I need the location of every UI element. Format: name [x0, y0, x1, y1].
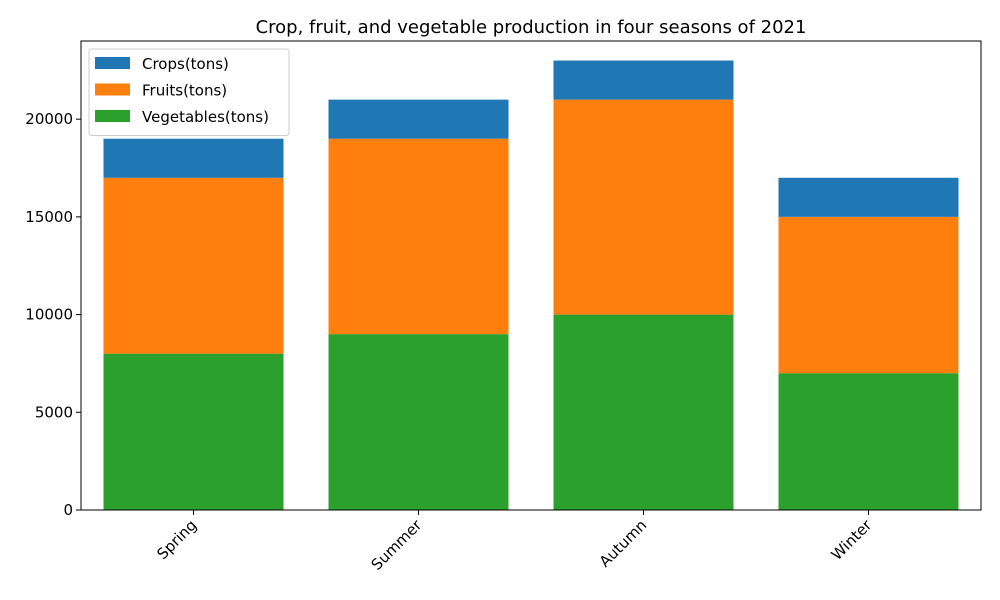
- bar-vegetables-tons-autumn: [553, 314, 734, 510]
- bar-fruits-tons-summer: [328, 138, 509, 335]
- bar-crops-tons-summer: [328, 99, 509, 139]
- y-tick-label: 10000: [25, 306, 73, 324]
- y-tick-label: 5000: [35, 403, 73, 421]
- legend-box: [88, 48, 290, 136]
- bar-fruits-tons-winter: [778, 216, 959, 374]
- bar-fruits-tons-spring: [103, 177, 284, 354]
- x-tick-label: Autumn: [596, 516, 651, 571]
- x-tick-label: Summer: [368, 516, 426, 574]
- legend-label: Crops(tons): [142, 55, 229, 73]
- x-tick-label: Spring: [153, 516, 200, 563]
- bars-layer: [103, 60, 959, 511]
- bar-vegetables-tons-summer: [328, 334, 509, 511]
- y-tick-label: 0: [63, 501, 73, 519]
- y-tick-label: 20000: [25, 110, 73, 128]
- bar-crops-tons-winter: [778, 177, 959, 217]
- legend-swatch: [95, 57, 130, 69]
- chart-title: Crop, fruit, and vegetable production in…: [256, 17, 807, 38]
- x-tick-label: Winter: [828, 516, 876, 564]
- legend-swatch: [95, 110, 130, 122]
- bar-crops-tons-spring: [103, 138, 284, 178]
- bar-vegetables-tons-winter: [778, 373, 959, 510]
- y-tick-label: 15000: [25, 208, 73, 226]
- legend-swatch: [95, 83, 130, 96]
- legend: Crops(tons) Fruits(tons) Vegetables(tons): [88, 48, 290, 136]
- bar-crops-tons-autumn: [553, 60, 734, 100]
- legend-label: Vegetables(tons): [142, 108, 269, 126]
- legend-label: Fruits(tons): [142, 82, 227, 100]
- plot-frame: [80, 40, 982, 511]
- bar-vegetables-tons-spring: [103, 353, 284, 510]
- bar-fruits-tons-autumn: [553, 99, 734, 315]
